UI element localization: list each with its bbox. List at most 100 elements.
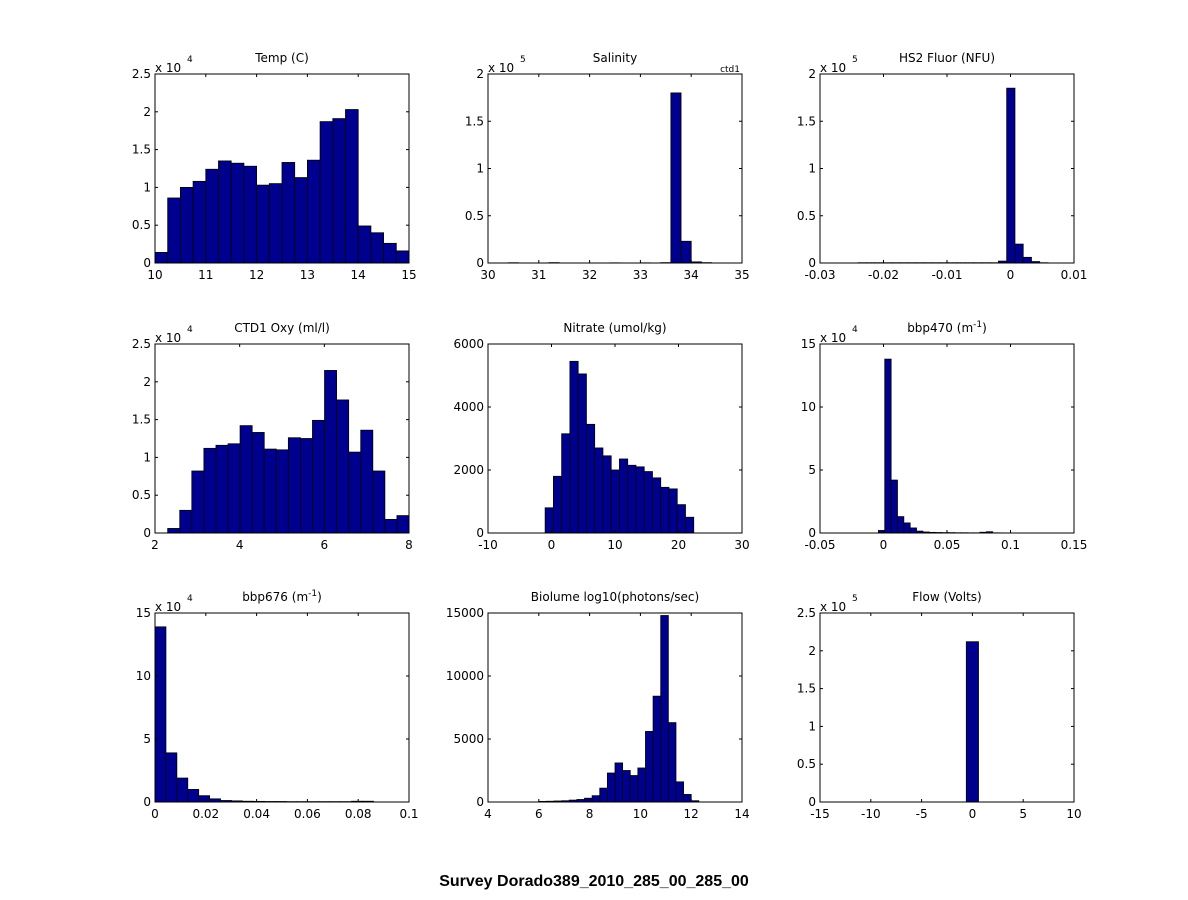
x-tick-label: 0.01 [1061,268,1088,282]
x-tick-label: 0.04 [243,807,270,821]
y-tick-label: 4000 [453,400,484,414]
histogram-bar [670,92,682,264]
title-text: bbp676 (m [242,590,308,604]
title-text: CTD1 Oxy (ml/l) [234,321,330,335]
y-tick-label: 0 [143,256,151,270]
x-tick-label: -0.02 [868,268,899,282]
x-tick-label: 33 [633,268,648,282]
y-tick-label: 0.5 [797,757,816,771]
x-tick-label: 0.1 [1001,538,1020,552]
y-tick-label: 0.5 [132,218,151,232]
histogram-bar [903,522,911,534]
histogram-bar [660,486,670,534]
histogram-bar [652,477,662,534]
y-tick-label: 5 [808,463,816,477]
histogram-bar [187,789,200,803]
subplot-title: Salinity [593,51,637,65]
y-axis-multiplier: x 10 [155,331,181,345]
y-tick-label: 15 [801,337,816,351]
histogram-bar [251,432,265,534]
x-tick-label: 0.15 [1061,538,1088,552]
histogram-bar [243,165,257,264]
y-tick-label: 0.5 [132,488,151,502]
y-axis-multiplier-exponent: 5 [852,55,858,65]
subplot-2: -0.03 -0.02 -0.01 0 0.01 0 0.5 1 1.5 2 HS2 Fluor (… [797,51,1087,282]
histogram-bar [312,419,325,534]
histogram-bar [191,470,205,534]
histogram-bar [660,615,669,803]
histogram-bar [395,250,410,264]
x-tick-label: 6 [321,538,329,552]
x-tick-label: -10 [478,538,498,552]
y-tick-label: 6000 [453,337,484,351]
title-superscript: -1 [308,589,317,599]
y-axis-multiplier: x 10 [488,61,514,75]
y-axis-multiplier: x 10 [820,61,846,75]
histogram-bar [594,447,604,534]
y-tick-label: 1 [808,162,816,176]
y-axis-multiplier-exponent: 5 [520,55,526,65]
histogram-bar [205,168,219,264]
x-tick-label: 34 [684,268,699,282]
y-tick-label: 0 [808,526,816,540]
x-tick-label: 0.1 [399,807,418,821]
subplot-3: 2 4 6 8 0 0.5 1 1.5 2 2.5 CTD1 Oxy (ml/l) x 10 4 [132,321,413,552]
subplot-8: -15 -10 -5 0 5 10 0 0.5 1 1.5 2 2.5 Flow (Volts) x 10… [797,590,1082,821]
histogram-bar [203,447,217,534]
x-tick-label: 32 [582,268,597,282]
x-tick-label: 35 [734,268,749,282]
axes-box [819,612,1075,803]
histogram-bar [627,464,637,534]
x-tick-label: 4 [236,538,244,552]
histogram-bar [192,180,207,264]
histogram-bar [643,471,653,534]
y-tick-label: 2000 [453,463,484,477]
y-tick-label: 1.5 [132,143,151,157]
y-tick-label: 15 [136,606,151,620]
x-tick-label: 0 [969,807,977,821]
subplot-6: 0 0.02 0.04 0.06 0.08 0.1 0 5 10 15 bbp676 (m-1) x … [136,589,419,821]
x-tick-label: 10 [147,268,162,282]
y-axis-multiplier-exponent: 4 [852,325,858,335]
x-tick-label: 10 [607,538,622,552]
x-tick-label: -0.01 [931,268,962,282]
x-tick-label: 4 [484,807,492,821]
histogram-bar [683,794,692,803]
y-tick-label: 5 [143,732,151,746]
histogram-bar [357,225,372,264]
histogram-bar [645,731,654,803]
histogram-bar [275,449,289,534]
x-tick-label: 10 [1066,807,1081,821]
y-tick-label: 1.5 [465,114,484,128]
y-tick-label: 2.5 [132,337,151,351]
x-tick-label: 30 [480,268,495,282]
y-tick-label: 0 [476,256,484,270]
histogram-bar [909,527,917,534]
subplot-title: bbp676 (m-1) [242,589,322,604]
histogram-bar [165,752,178,803]
title-text: Biolume log10(photons/sec) [531,590,699,604]
histogram-bar [372,470,386,534]
histogram-bar [384,518,398,534]
histogram-bar [179,186,194,264]
x-tick-label: 10 [633,807,648,821]
y-tick-label: 2 [476,67,484,81]
subplot-0: 10 11 12 13 14 15 0 0.5 1 1.5 2 2.5 Temp (C) x 10 4 [132,51,417,282]
histogram-bar [345,109,359,264]
y-tick-label: 1 [143,180,151,194]
x-tick-label: 5 [1019,807,1027,821]
y-axis-multiplier: x 10 [155,61,181,75]
y-tick-label: 0 [143,795,151,809]
x-tick-label: 0 [548,538,556,552]
histogram-bar [610,469,620,534]
x-tick-label: 6 [535,807,543,821]
x-tick-label: -0.05 [804,538,835,552]
title-end: ) [317,590,322,604]
histogram-bar [348,451,362,534]
title-text: bbp470 (m [907,321,973,335]
title-text: Nitrate (umol/kg) [563,321,666,335]
histogram-bar [652,695,662,803]
y-axis-multiplier-exponent: 4 [187,55,193,65]
histogram-bar [1014,243,1024,264]
